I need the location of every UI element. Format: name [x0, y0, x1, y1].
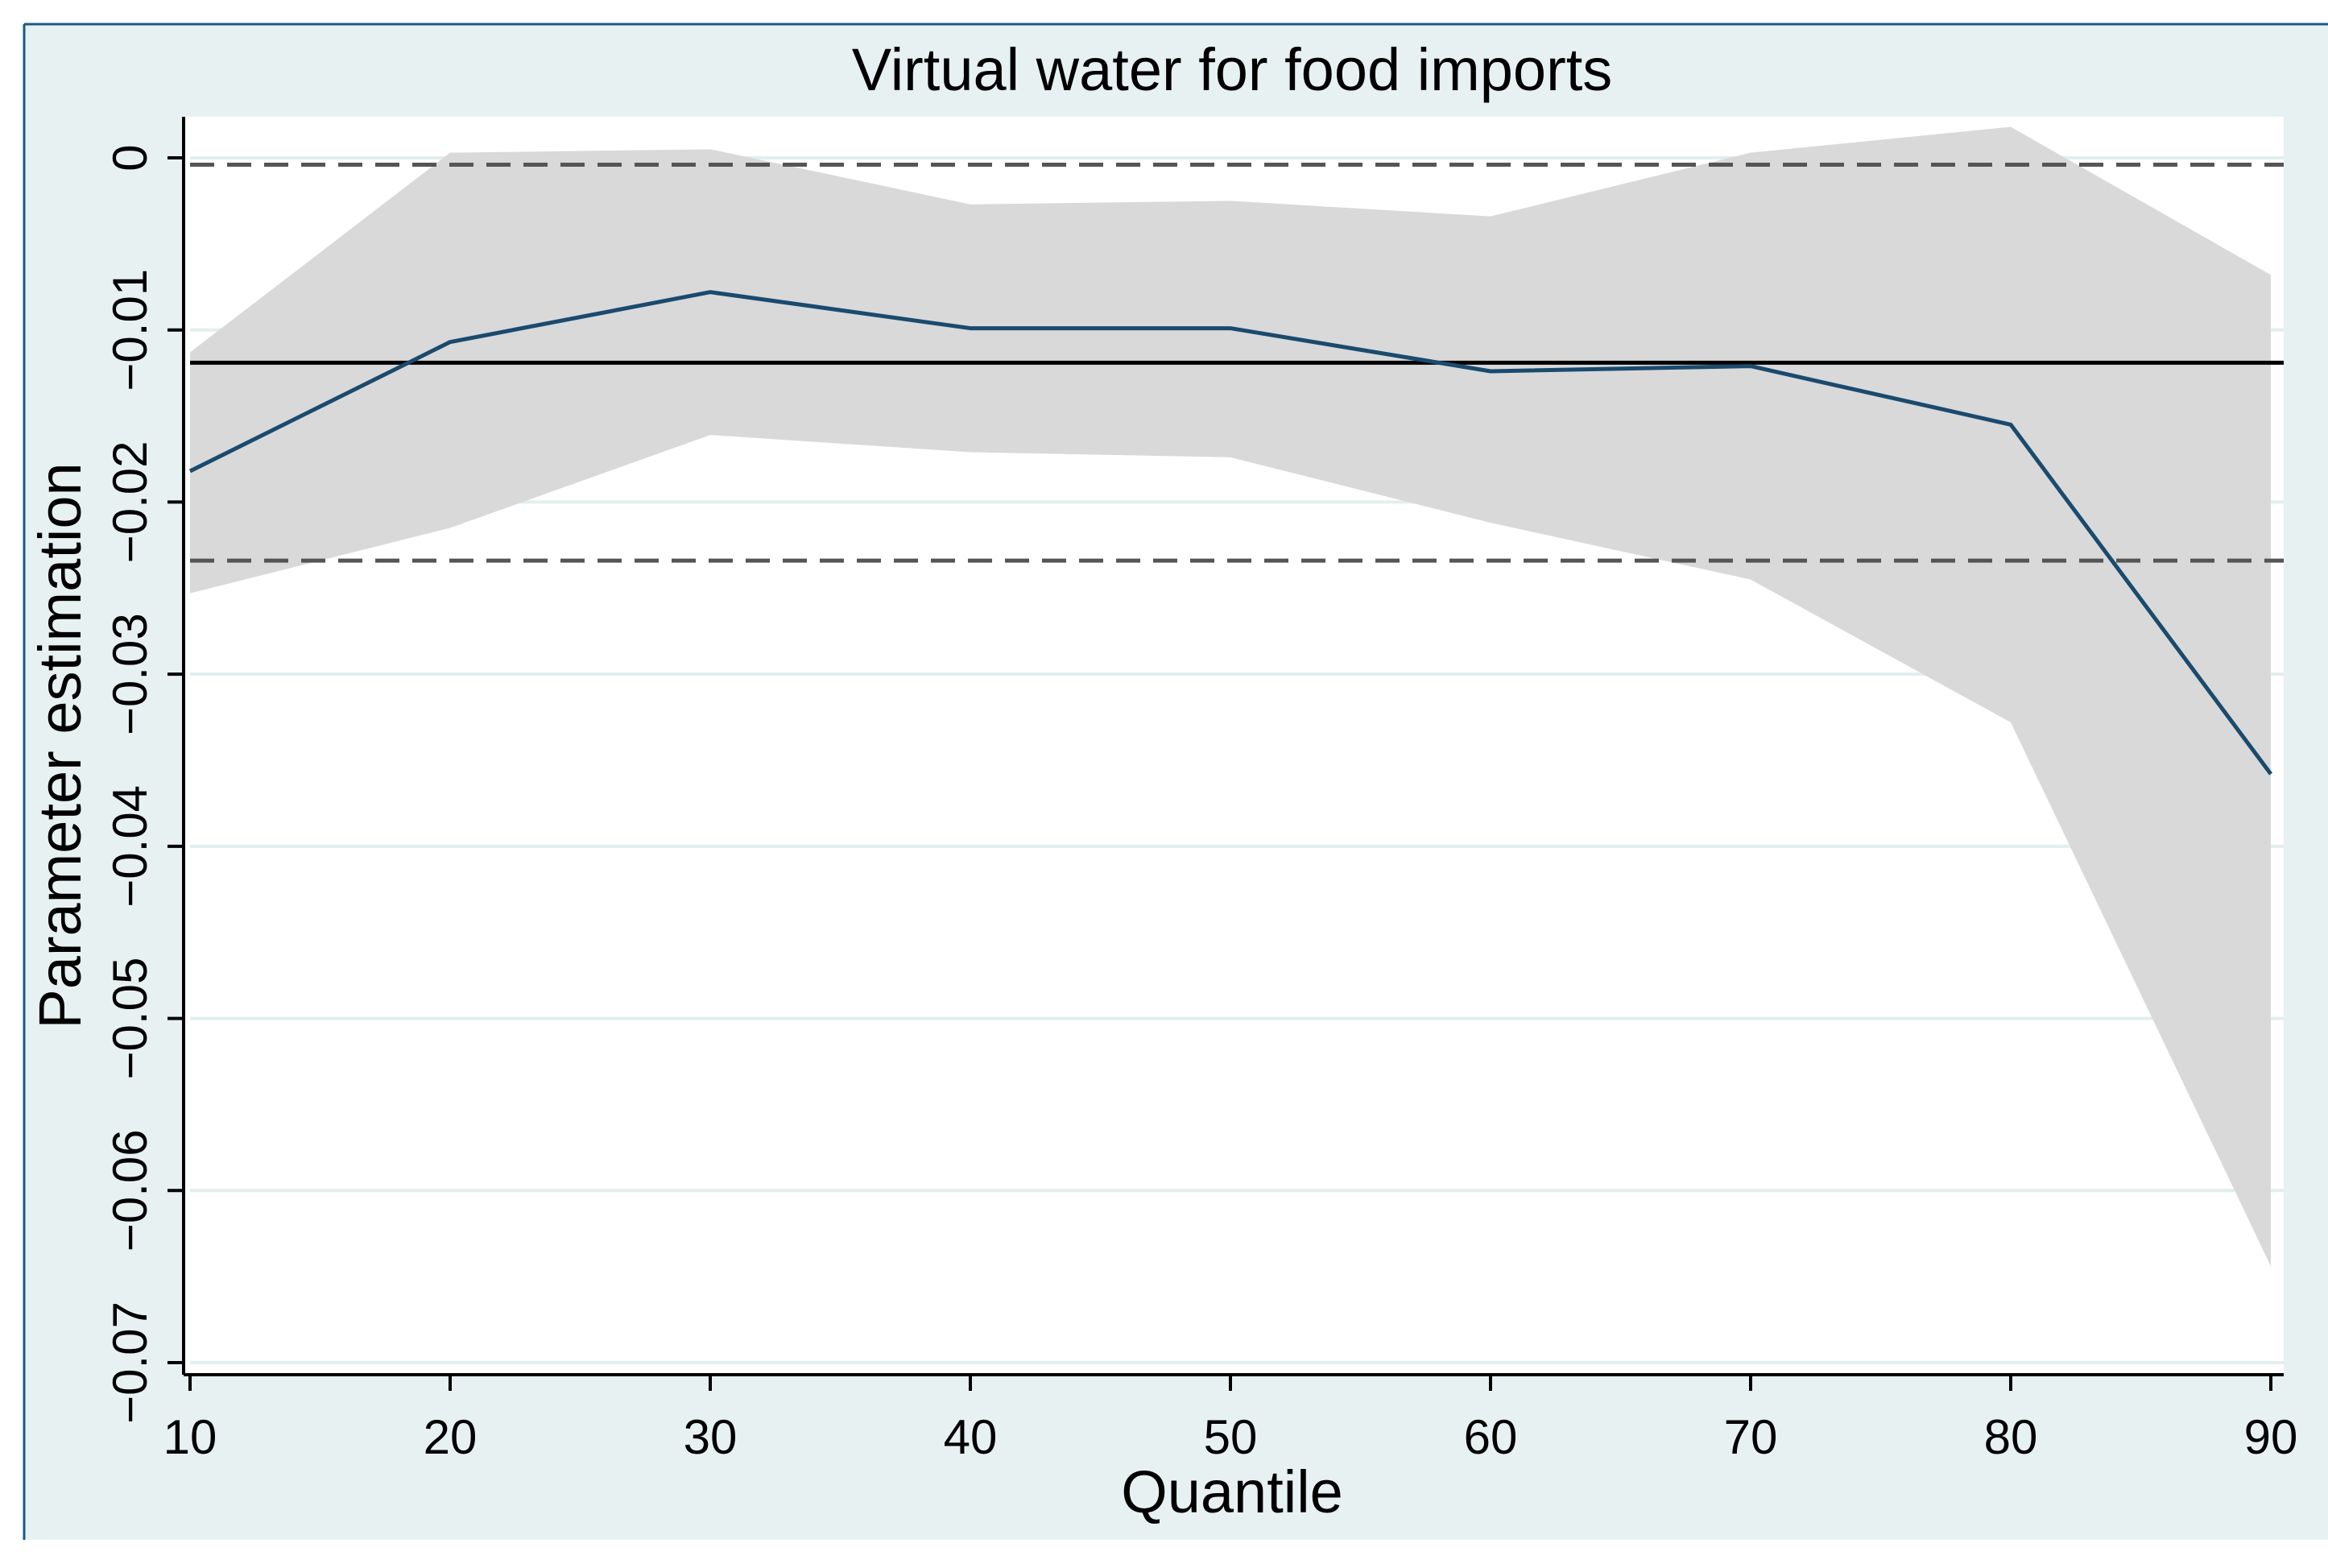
reference-lines: [190, 163, 2284, 563]
x-tick-labels: 10 20 30 40 50 60 70 80 90: [163, 1410, 2298, 1464]
x-tick-label-2: 30: [684, 1410, 738, 1464]
x-tick-label-7: 80: [1984, 1410, 2038, 1464]
y-tick-label-5: −0.05: [103, 958, 157, 1080]
x-tick-label-1: 20: [424, 1410, 478, 1464]
y-tick-label-3: −0.03: [103, 613, 157, 735]
x-tick-label-3: 40: [944, 1410, 998, 1464]
chart-title: Virtual water for food imports: [852, 36, 1613, 103]
x-tick-label-4: 50: [1204, 1410, 1258, 1464]
y-tick-label-1: −0.01: [103, 269, 157, 391]
x-tick-label-0: 10: [163, 1410, 217, 1464]
x-tick-label-6: 70: [1724, 1410, 1778, 1464]
x-axis-label: Quantile: [1121, 1458, 1343, 1525]
x-tick-label-5: 60: [1464, 1410, 1518, 1464]
y-tick-label-4: −0.04: [103, 785, 157, 908]
y-tick-label-7: −0.07: [103, 1301, 157, 1424]
series-line-layer: [188, 290, 2273, 776]
y-axis-label: Parameter estimation: [27, 462, 93, 1028]
confidence-band-layer: [190, 126, 2271, 1267]
y-tick-label-0: 0: [103, 144, 157, 171]
x-tick-label-8: 90: [2244, 1410, 2298, 1464]
y-tick-label-2: −0.02: [103, 441, 157, 564]
axes: [167, 117, 2284, 1391]
y-tick-label-6: −0.06: [103, 1129, 157, 1252]
confidence-band: [190, 126, 2271, 1267]
series-line-0: [188, 290, 2273, 776]
y-tick-labels: 0 −0.01 −0.02 −0.03 −0.04 −0.05 −0.06 −0.07: [103, 144, 157, 1424]
